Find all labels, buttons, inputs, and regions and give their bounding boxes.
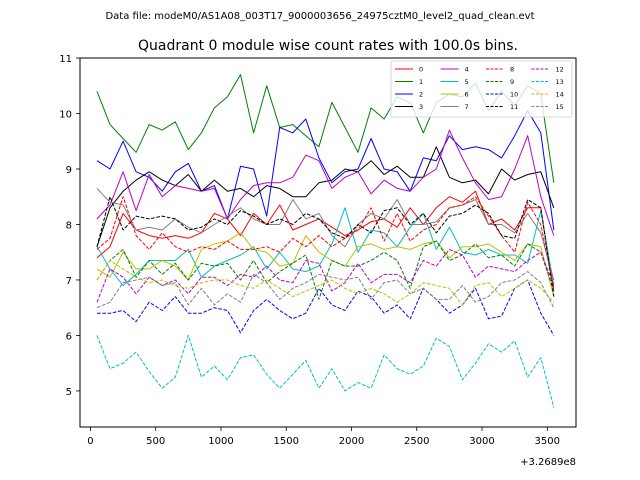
legend-label-15: 15 [556,103,564,111]
series-line-13 [96,334,555,408]
legend-label-5: 5 [465,78,469,86]
legend-label-3: 3 [419,103,423,111]
series-line-3 [96,146,555,247]
legend-label-2: 2 [419,91,423,99]
x-tick-label: 3000 [469,436,494,447]
chart-suptitle: Data file: modeM0/AS1A08_003T17_90000036… [105,11,534,22]
series-line-7 [96,188,555,281]
legend-label-7: 7 [465,103,469,111]
x-tick-label: 1500 [274,436,299,447]
y-tick-label: 9 [66,165,72,176]
x-tick-label: 1000 [208,436,233,447]
legend-label-9: 9 [510,78,514,86]
series-line-2 [96,110,555,231]
series-line-15 [96,271,555,309]
series-line-8 [96,196,555,289]
chart-title: Quadrant 0 module wise count rates with … [138,38,518,54]
series-line-14 [96,260,555,306]
y-tick-label: 10 [59,109,72,120]
legend-label-10: 10 [510,91,518,99]
y-tick-label: 8 [66,220,72,231]
series-line-11 [96,196,555,297]
legend-label-0: 0 [419,66,423,74]
series-line-4 [96,129,555,236]
legend-label-4: 4 [465,66,469,74]
legend-label-11: 11 [510,103,518,111]
x-tick-label: 0 [87,436,93,447]
legend-label-1: 1 [419,78,423,86]
y-tick-label: 6 [66,331,72,342]
x-tick-label: 2000 [339,436,364,447]
axes-frame [79,57,577,428]
series-line-10 [97,279,555,336]
series-layer [96,74,555,408]
legend-label-12: 12 [556,66,564,74]
x-tick-label: 500 [146,436,165,447]
series-line-12 [96,248,555,303]
x-tick-label: 3500 [535,436,560,447]
series-line-5 [96,207,555,286]
y-tick-label: 5 [66,387,72,398]
x-offset-text: +3.2689e8 [520,457,576,468]
legend-label-14: 14 [556,91,564,99]
y-tick-label: 7 [66,276,72,287]
series-line-0 [96,190,555,292]
series-line-9 [96,240,555,300]
y-tick-label: 11 [59,54,72,65]
legend-label-6: 6 [465,91,469,99]
legend-box [390,60,573,118]
legend-label-13: 13 [556,78,564,86]
x-tick-label: 2500 [404,436,429,447]
legend-label-8: 8 [510,66,514,74]
